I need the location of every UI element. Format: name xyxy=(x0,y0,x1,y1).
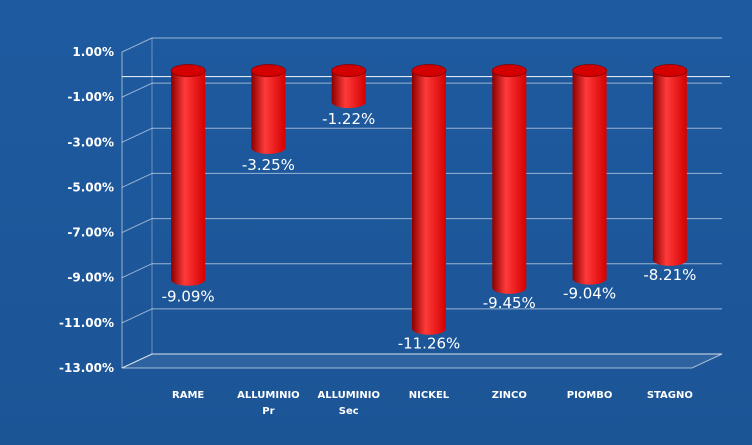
x-axis: RAME ALLUMINIO Pr ALLUMINIO Sec NICKEL ZINCO PI… xyxy=(172,390,693,417)
floor-plane xyxy=(121,353,723,369)
x-tick-label: RAME xyxy=(172,390,204,401)
bar xyxy=(331,70,366,109)
y-tick-label: -3.00% xyxy=(67,135,114,149)
gridline-side xyxy=(121,37,153,53)
data-label: -11.26% xyxy=(398,335,461,353)
data-label: -9.04% xyxy=(563,285,616,303)
gridline-side xyxy=(121,172,153,188)
x-tick-label: STAGNO xyxy=(647,390,693,401)
y-axis: 1.00% -1.00% -3.00% -5.00% -7.00% -9.00% -11.0… xyxy=(59,45,114,375)
bar-top xyxy=(170,64,206,77)
data-labels: -9.09% -3.25% -1.22% -11.26% -9.45% -9.04% -8.… xyxy=(162,110,697,353)
gridline-side xyxy=(121,127,153,143)
gridline-side xyxy=(121,82,153,98)
bar-top xyxy=(251,64,286,77)
y-tick-label: -13.00% xyxy=(59,361,114,375)
x-tick-label: ZINCO xyxy=(492,390,527,401)
y-tick-label: -5.00% xyxy=(67,180,114,194)
bar-top xyxy=(411,64,447,77)
bar-top xyxy=(331,64,367,77)
bar-top xyxy=(652,64,688,77)
x-tick-label: NICKEL xyxy=(409,390,450,401)
y-tick-label: -7.00% xyxy=(67,226,114,240)
x-tick-label: Sec xyxy=(339,406,359,417)
y-tick-label: -11.00% xyxy=(59,316,114,330)
data-label: -1.22% xyxy=(322,110,375,128)
y-tick-label: 1.00% xyxy=(72,45,114,59)
data-label: -9.09% xyxy=(162,288,215,306)
bar xyxy=(412,70,446,335)
bar xyxy=(492,70,527,294)
x-tick-label: ALLUMINIO xyxy=(317,390,380,401)
bar-top xyxy=(572,64,607,77)
data-label: -9.45% xyxy=(483,294,536,312)
bars xyxy=(170,64,688,335)
x-tick-label: PIOMBO xyxy=(567,390,613,401)
bar xyxy=(652,70,687,266)
data-label: -8.21% xyxy=(643,266,696,284)
bar-top xyxy=(491,64,527,77)
gridline-side xyxy=(121,263,153,279)
x-tick-label: ALLUMINIO xyxy=(237,390,300,401)
gridline-side xyxy=(121,218,153,234)
bar xyxy=(251,70,286,154)
y-tick-label: -9.00% xyxy=(67,271,114,285)
bar xyxy=(572,70,607,285)
bar xyxy=(171,70,206,286)
data-label: -3.25% xyxy=(242,156,295,174)
x-tick-label: Pr xyxy=(262,406,274,417)
y-tick-label: -1.00% xyxy=(67,90,114,104)
gridline-side xyxy=(121,308,153,324)
